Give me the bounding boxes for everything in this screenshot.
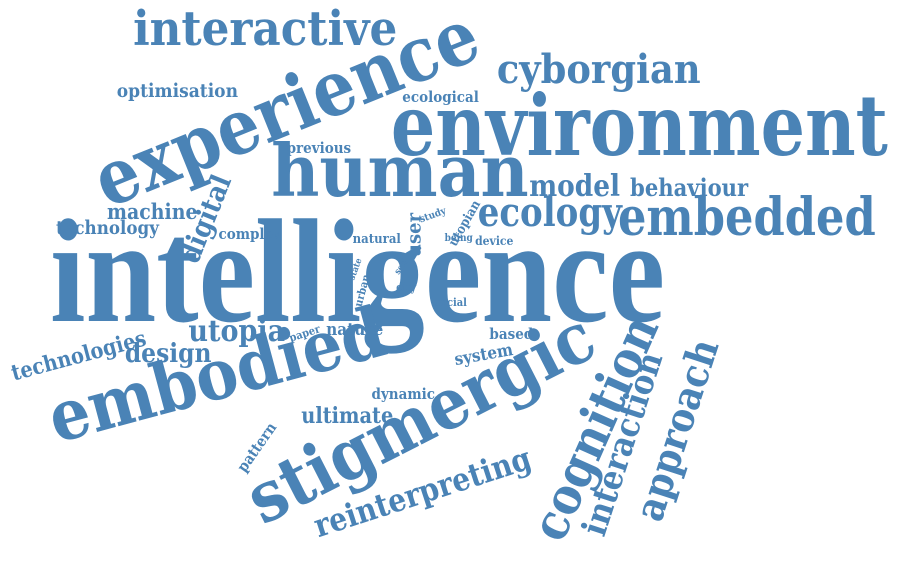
word-embedded: embedded bbox=[617, 187, 876, 248]
word-model: model bbox=[529, 169, 621, 204]
word-design: design bbox=[124, 339, 212, 369]
word-ecological: ecological bbox=[402, 88, 479, 106]
word-human: human bbox=[271, 128, 529, 213]
word-city: city bbox=[396, 281, 417, 294]
word-dynamic: dynamic bbox=[371, 385, 436, 403]
word-ecology: ecology bbox=[477, 189, 622, 236]
word-nature: nature bbox=[326, 320, 384, 340]
word-environment: environment bbox=[390, 76, 888, 175]
word-intelligence: intelligence bbox=[50, 190, 666, 354]
word-optimisation: optimisation bbox=[116, 80, 239, 102]
word-based: based bbox=[489, 325, 534, 343]
word-device: device bbox=[475, 234, 514, 248]
word-technology: technology bbox=[56, 217, 159, 239]
word-interactive: interactive bbox=[133, 1, 398, 57]
word-behaviour: behaviour bbox=[630, 173, 749, 202]
word-ultimate: ultimate bbox=[301, 403, 394, 429]
word-social: social bbox=[434, 296, 467, 309]
word-cyborgian: cyborgian bbox=[496, 46, 701, 93]
word-natural: natural bbox=[352, 232, 401, 247]
word-being: being bbox=[444, 233, 473, 244]
word-previous: previous bbox=[286, 139, 352, 157]
word-machine: machine bbox=[107, 199, 198, 224]
word-utopia: utopia bbox=[188, 314, 286, 349]
word-complex: complex bbox=[218, 225, 282, 243]
